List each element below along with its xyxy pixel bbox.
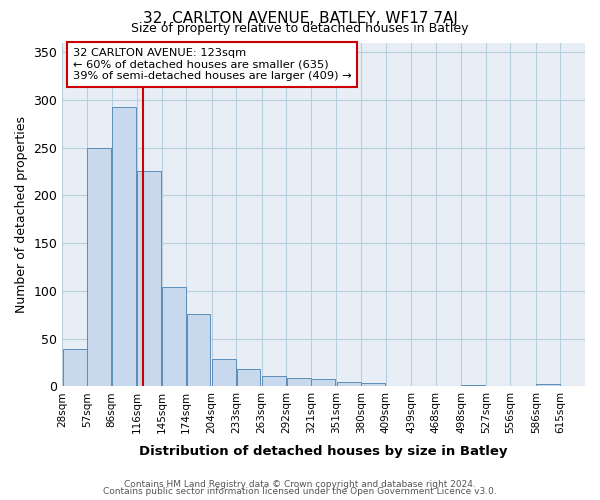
Bar xyxy=(162,287,186,386)
Bar xyxy=(212,358,236,386)
Y-axis label: Number of detached properties: Number of detached properties xyxy=(15,116,28,313)
Text: 32 CARLTON AVENUE: 123sqm
← 60% of detached houses are smaller (635)
39% of semi: 32 CARLTON AVENUE: 123sqm ← 60% of detac… xyxy=(73,48,352,81)
Bar xyxy=(62,349,86,387)
Text: Size of property relative to detached houses in Batley: Size of property relative to detached ho… xyxy=(131,22,469,35)
X-axis label: Distribution of detached houses by size in Batley: Distribution of detached houses by size … xyxy=(139,444,508,458)
Bar xyxy=(311,379,335,386)
Bar xyxy=(361,382,385,386)
Bar xyxy=(87,148,111,386)
Bar xyxy=(536,384,560,386)
Bar xyxy=(236,369,260,386)
Bar xyxy=(137,172,161,386)
Bar xyxy=(187,314,211,386)
Bar xyxy=(287,378,311,386)
Bar xyxy=(262,376,286,386)
Text: 32, CARLTON AVENUE, BATLEY, WF17 7AJ: 32, CARLTON AVENUE, BATLEY, WF17 7AJ xyxy=(143,11,457,26)
Bar xyxy=(112,106,136,386)
Bar xyxy=(337,382,361,386)
Text: Contains HM Land Registry data © Crown copyright and database right 2024.: Contains HM Land Registry data © Crown c… xyxy=(124,480,476,489)
Text: Contains public sector information licensed under the Open Government Licence v3: Contains public sector information licen… xyxy=(103,487,497,496)
